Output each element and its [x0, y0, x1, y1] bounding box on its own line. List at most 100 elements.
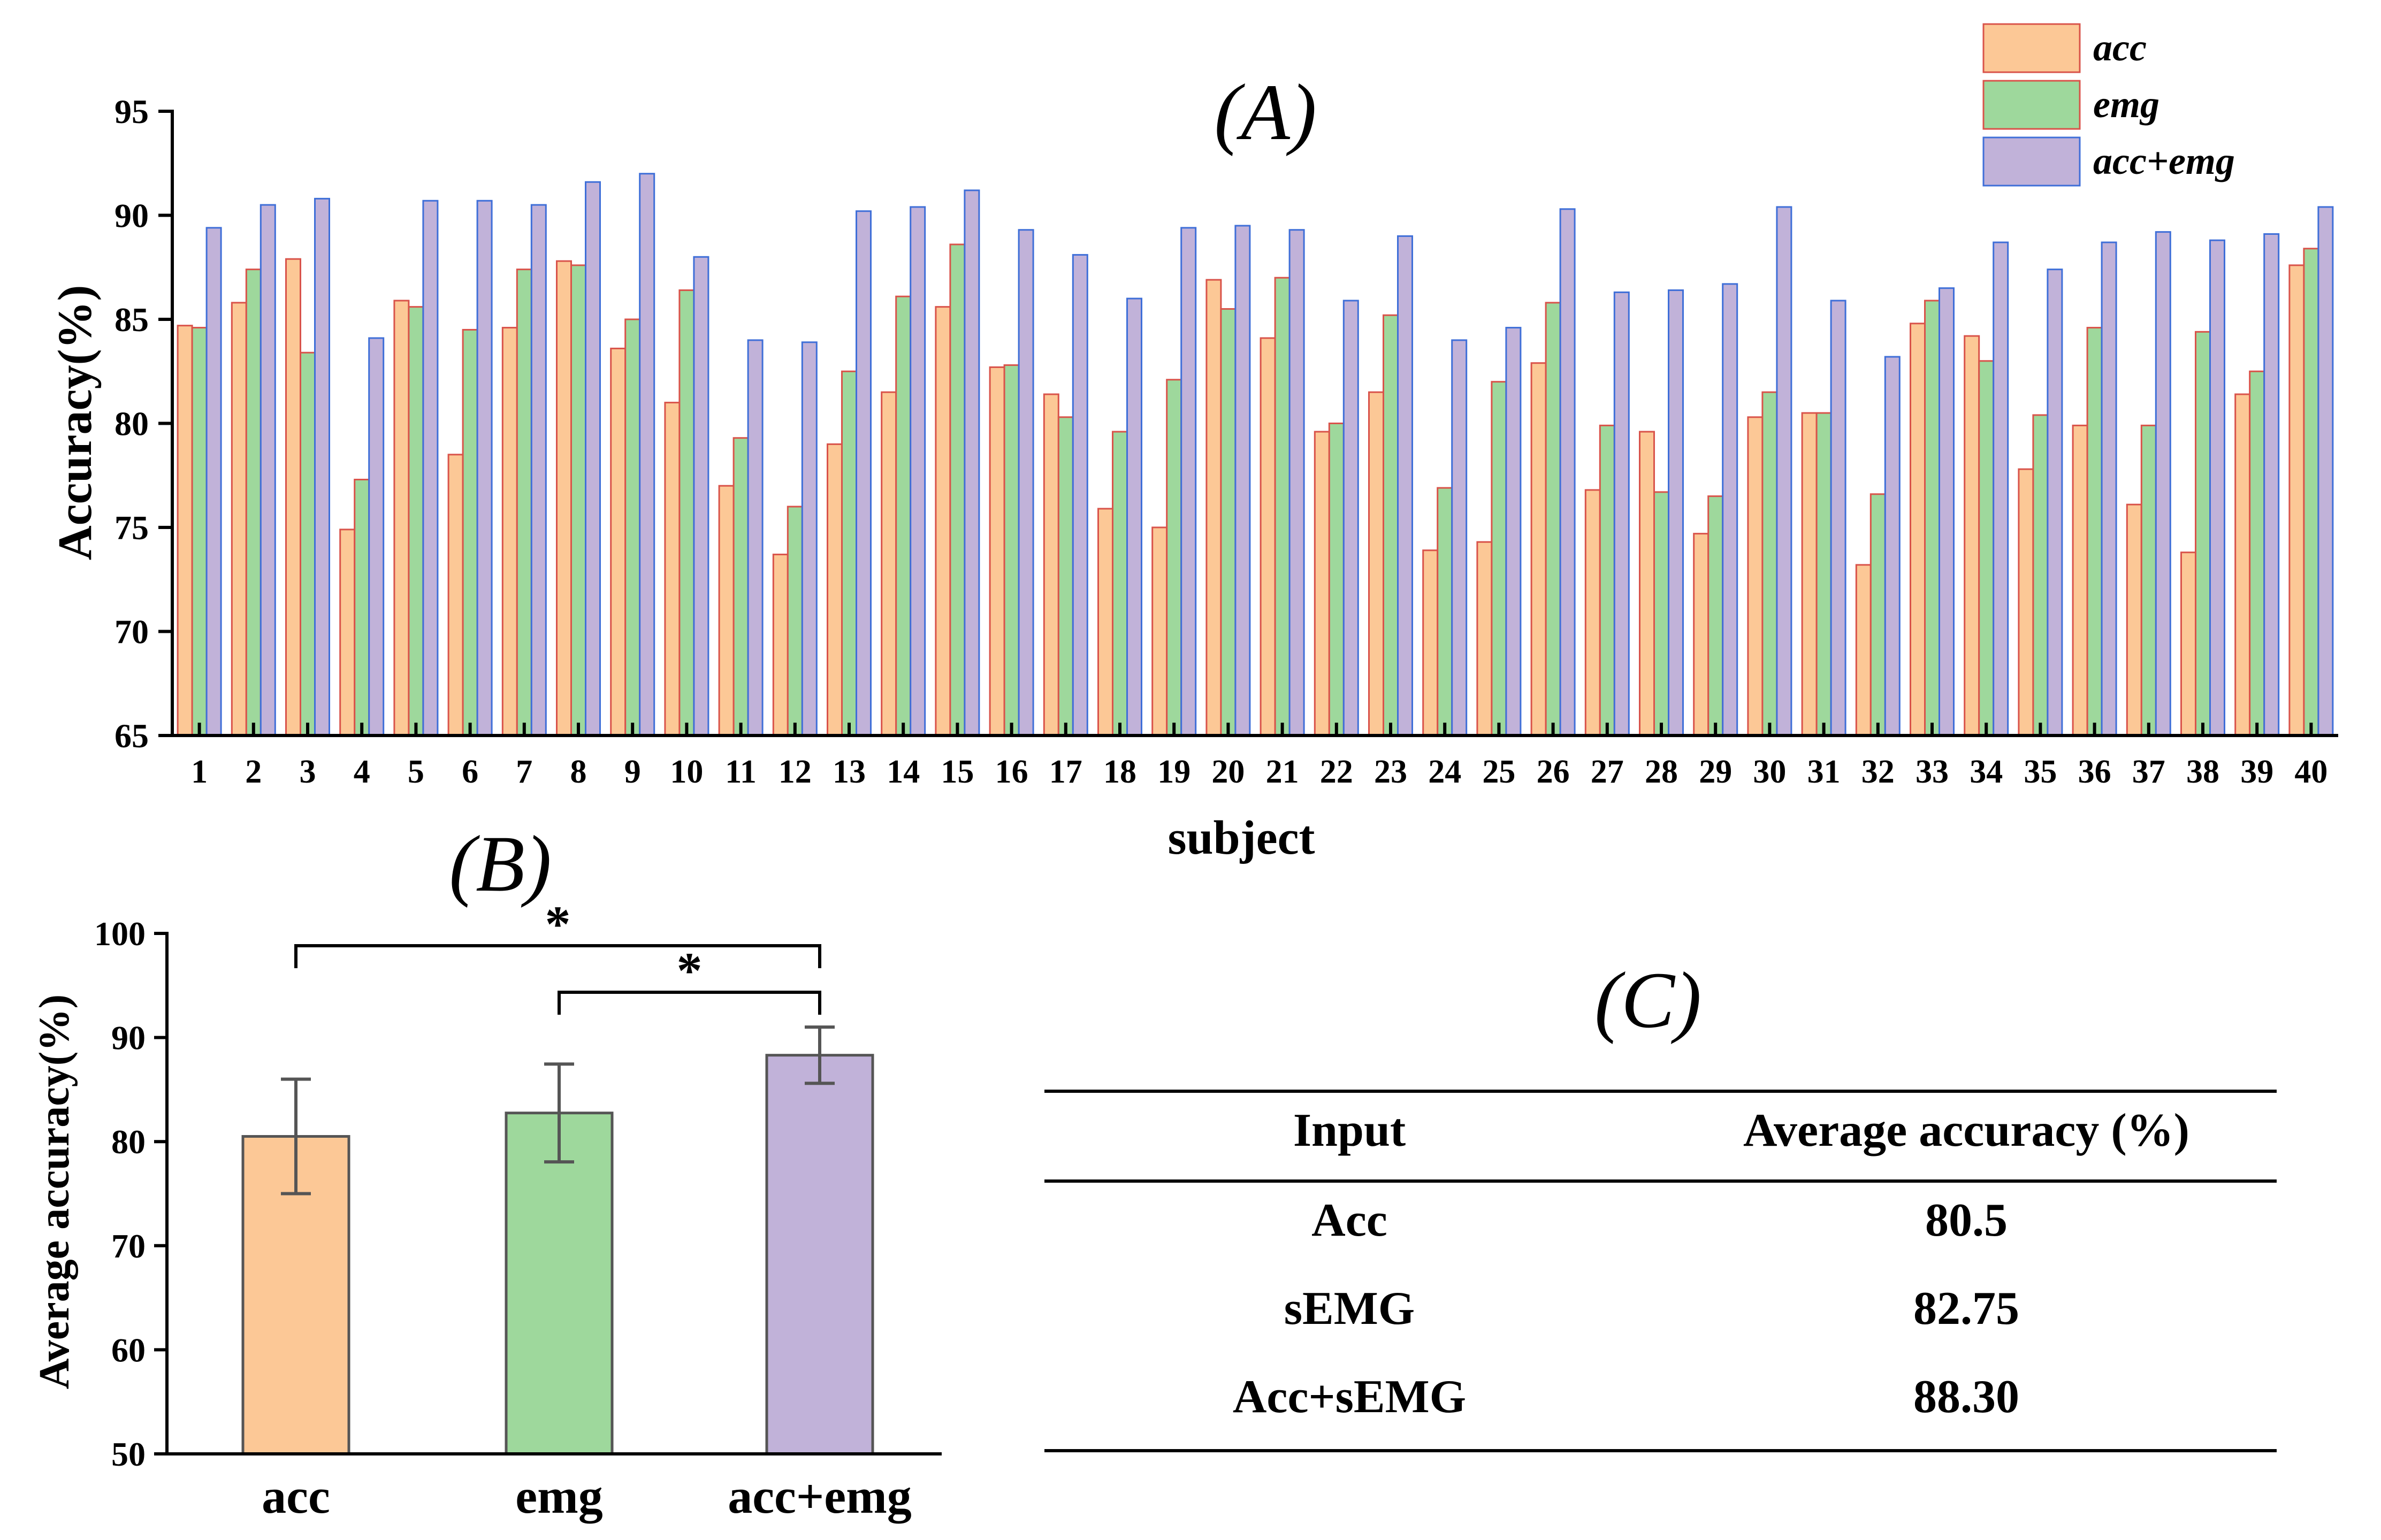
bar-acc-12	[772, 554, 789, 737]
x-tick-label-12: 12	[779, 754, 812, 790]
legend-label-emg: emg	[2093, 83, 2159, 126]
table-cell: sEMG	[1284, 1283, 1415, 1335]
x-tick-label-16: 16	[995, 754, 1028, 790]
panel-a-title: (A)	[1214, 68, 1317, 157]
bar-acc-emg-28	[1668, 289, 1684, 737]
y-tick-label-90: 90	[115, 197, 149, 235]
x-tick-label-18: 18	[1103, 754, 1136, 790]
bar-emg-15	[949, 243, 966, 737]
bar-acc-emg-27	[1613, 291, 1630, 737]
y-tick-label-80: 80	[115, 405, 149, 443]
x-tick-label-19: 19	[1157, 754, 1190, 790]
bar-acc-18	[1097, 508, 1113, 737]
bar-emg-6	[462, 328, 478, 737]
bar-acc-13	[827, 443, 843, 737]
bar-acc-emg-14	[910, 206, 926, 737]
bar-emg-27	[1599, 424, 1615, 737]
bar-acc-33	[1910, 323, 1926, 737]
bar-emg-35	[2032, 414, 2049, 737]
bar-acc-emg-25	[1505, 327, 1522, 737]
x-tick-label-11: 11	[725, 754, 757, 790]
bar-emg-26	[1545, 302, 1561, 737]
legend-swatch-acc-emg	[1982, 136, 2081, 187]
bar-acc-emg-38	[2209, 239, 2225, 737]
bar-emg-20	[1220, 308, 1237, 737]
bar-emg-19	[1166, 379, 1182, 737]
bar-acc-10	[664, 402, 681, 737]
legend-swatch-emg	[1982, 80, 2081, 130]
x-tick-label-22: 22	[1320, 754, 1353, 790]
y-tick-label-90: 90	[111, 1019, 146, 1057]
bar-emg-18	[1112, 431, 1128, 737]
bar-acc-28	[1639, 431, 1655, 737]
bar-emg-38	[2195, 331, 2211, 737]
x-tick-label-37: 37	[2132, 754, 2165, 790]
panel-a-axes: 1 2 3 4 5 6 7 8 9 10 11 12 13 14 15 16 17 18 19 20 21 22 23 24 2…	[115, 93, 2338, 790]
bar-acc-emg-3	[314, 197, 330, 737]
y-tick-label-85: 85	[115, 301, 149, 339]
bar-acc-emg-10	[693, 256, 709, 737]
bar-acc-emg-22	[1342, 300, 1359, 737]
bar-emg-14	[895, 295, 912, 737]
bar-acc-emg-8	[585, 181, 601, 737]
table-header-1: Average accuracy (%)	[1743, 1105, 2189, 1156]
bar-acc-37	[2126, 503, 2142, 737]
bar-emg-4	[354, 479, 370, 737]
x-tick-label-5: 5	[408, 754, 424, 790]
legend-swatch-acc	[1982, 23, 2081, 73]
bar-acc-emg-15	[964, 189, 980, 737]
bar-acc-31	[1801, 412, 1818, 737]
bar-acc-39	[2234, 393, 2251, 737]
bar-acc-emg-13	[856, 210, 872, 737]
bar-acc-emg-33	[1939, 287, 1955, 737]
significance-star: *	[677, 942, 703, 999]
bar-acc-emg-21	[1288, 229, 1305, 737]
bar-acc-30	[1747, 416, 1764, 737]
x-tick-label-14: 14	[887, 754, 920, 790]
bar-emg-11	[732, 437, 749, 737]
bar-acc-emg-6	[476, 200, 493, 737]
bar-acc-16	[989, 366, 1005, 737]
table-body: Input Average accuracy (%) Acc 80.5 sEMG 82.7…	[1233, 1105, 2189, 1423]
x-tick-label-24: 24	[1428, 754, 1461, 790]
legend: acc emg acc+emg	[1982, 23, 2235, 187]
bar-acc-9	[610, 347, 627, 737]
table-cell: 88.30	[1913, 1371, 2019, 1423]
legend-label-acc: acc	[2093, 26, 2147, 69]
bar-emg-17	[1057, 416, 1074, 737]
bar-acc-1	[177, 325, 193, 737]
bar-acc-emg-40	[2317, 206, 2334, 737]
x-tick-label-acc: acc	[262, 1469, 330, 1523]
x-tick-label-emg: emg	[515, 1469, 602, 1523]
bar-emg-25	[1491, 381, 1507, 737]
bar-acc-15	[935, 306, 951, 737]
x-tick-label-25: 25	[1482, 754, 1515, 790]
bar-emg-31	[1815, 412, 1832, 737]
y-tick-label-100: 100	[94, 915, 146, 953]
bar-acc-emg-16	[1018, 229, 1034, 737]
x-tick-label-31: 31	[1807, 754, 1841, 790]
bar-acc-26	[1530, 362, 1547, 737]
table-cell: 82.75	[1913, 1283, 2019, 1335]
table-cell: Acc+sEMG	[1233, 1371, 1466, 1423]
x-tick-label-35: 35	[2024, 754, 2057, 790]
bar-emg-21	[1274, 277, 1291, 737]
y-tick-label-80: 80	[111, 1123, 146, 1161]
bar-emg-28	[1653, 491, 1669, 737]
bar-acc-38	[2180, 551, 2196, 737]
x-tick-label-20: 20	[1211, 754, 1245, 790]
panel-b-title: (B)	[449, 819, 552, 908]
bar-acc-emg-30	[1776, 206, 1792, 737]
bar-acc-23	[1368, 391, 1384, 737]
bar-emg-12	[787, 505, 803, 737]
x-tick-label-1: 1	[191, 754, 208, 790]
y-tick-label-70: 70	[115, 613, 149, 651]
bar-acc-25	[1476, 541, 1493, 737]
x-tick-label-34: 34	[1970, 754, 2003, 790]
bar-acc-8	[556, 260, 572, 737]
x-tick-label-30: 30	[1753, 754, 1786, 790]
bar-acc-emg-7	[530, 204, 547, 737]
bar-emg-32	[1869, 493, 1886, 737]
